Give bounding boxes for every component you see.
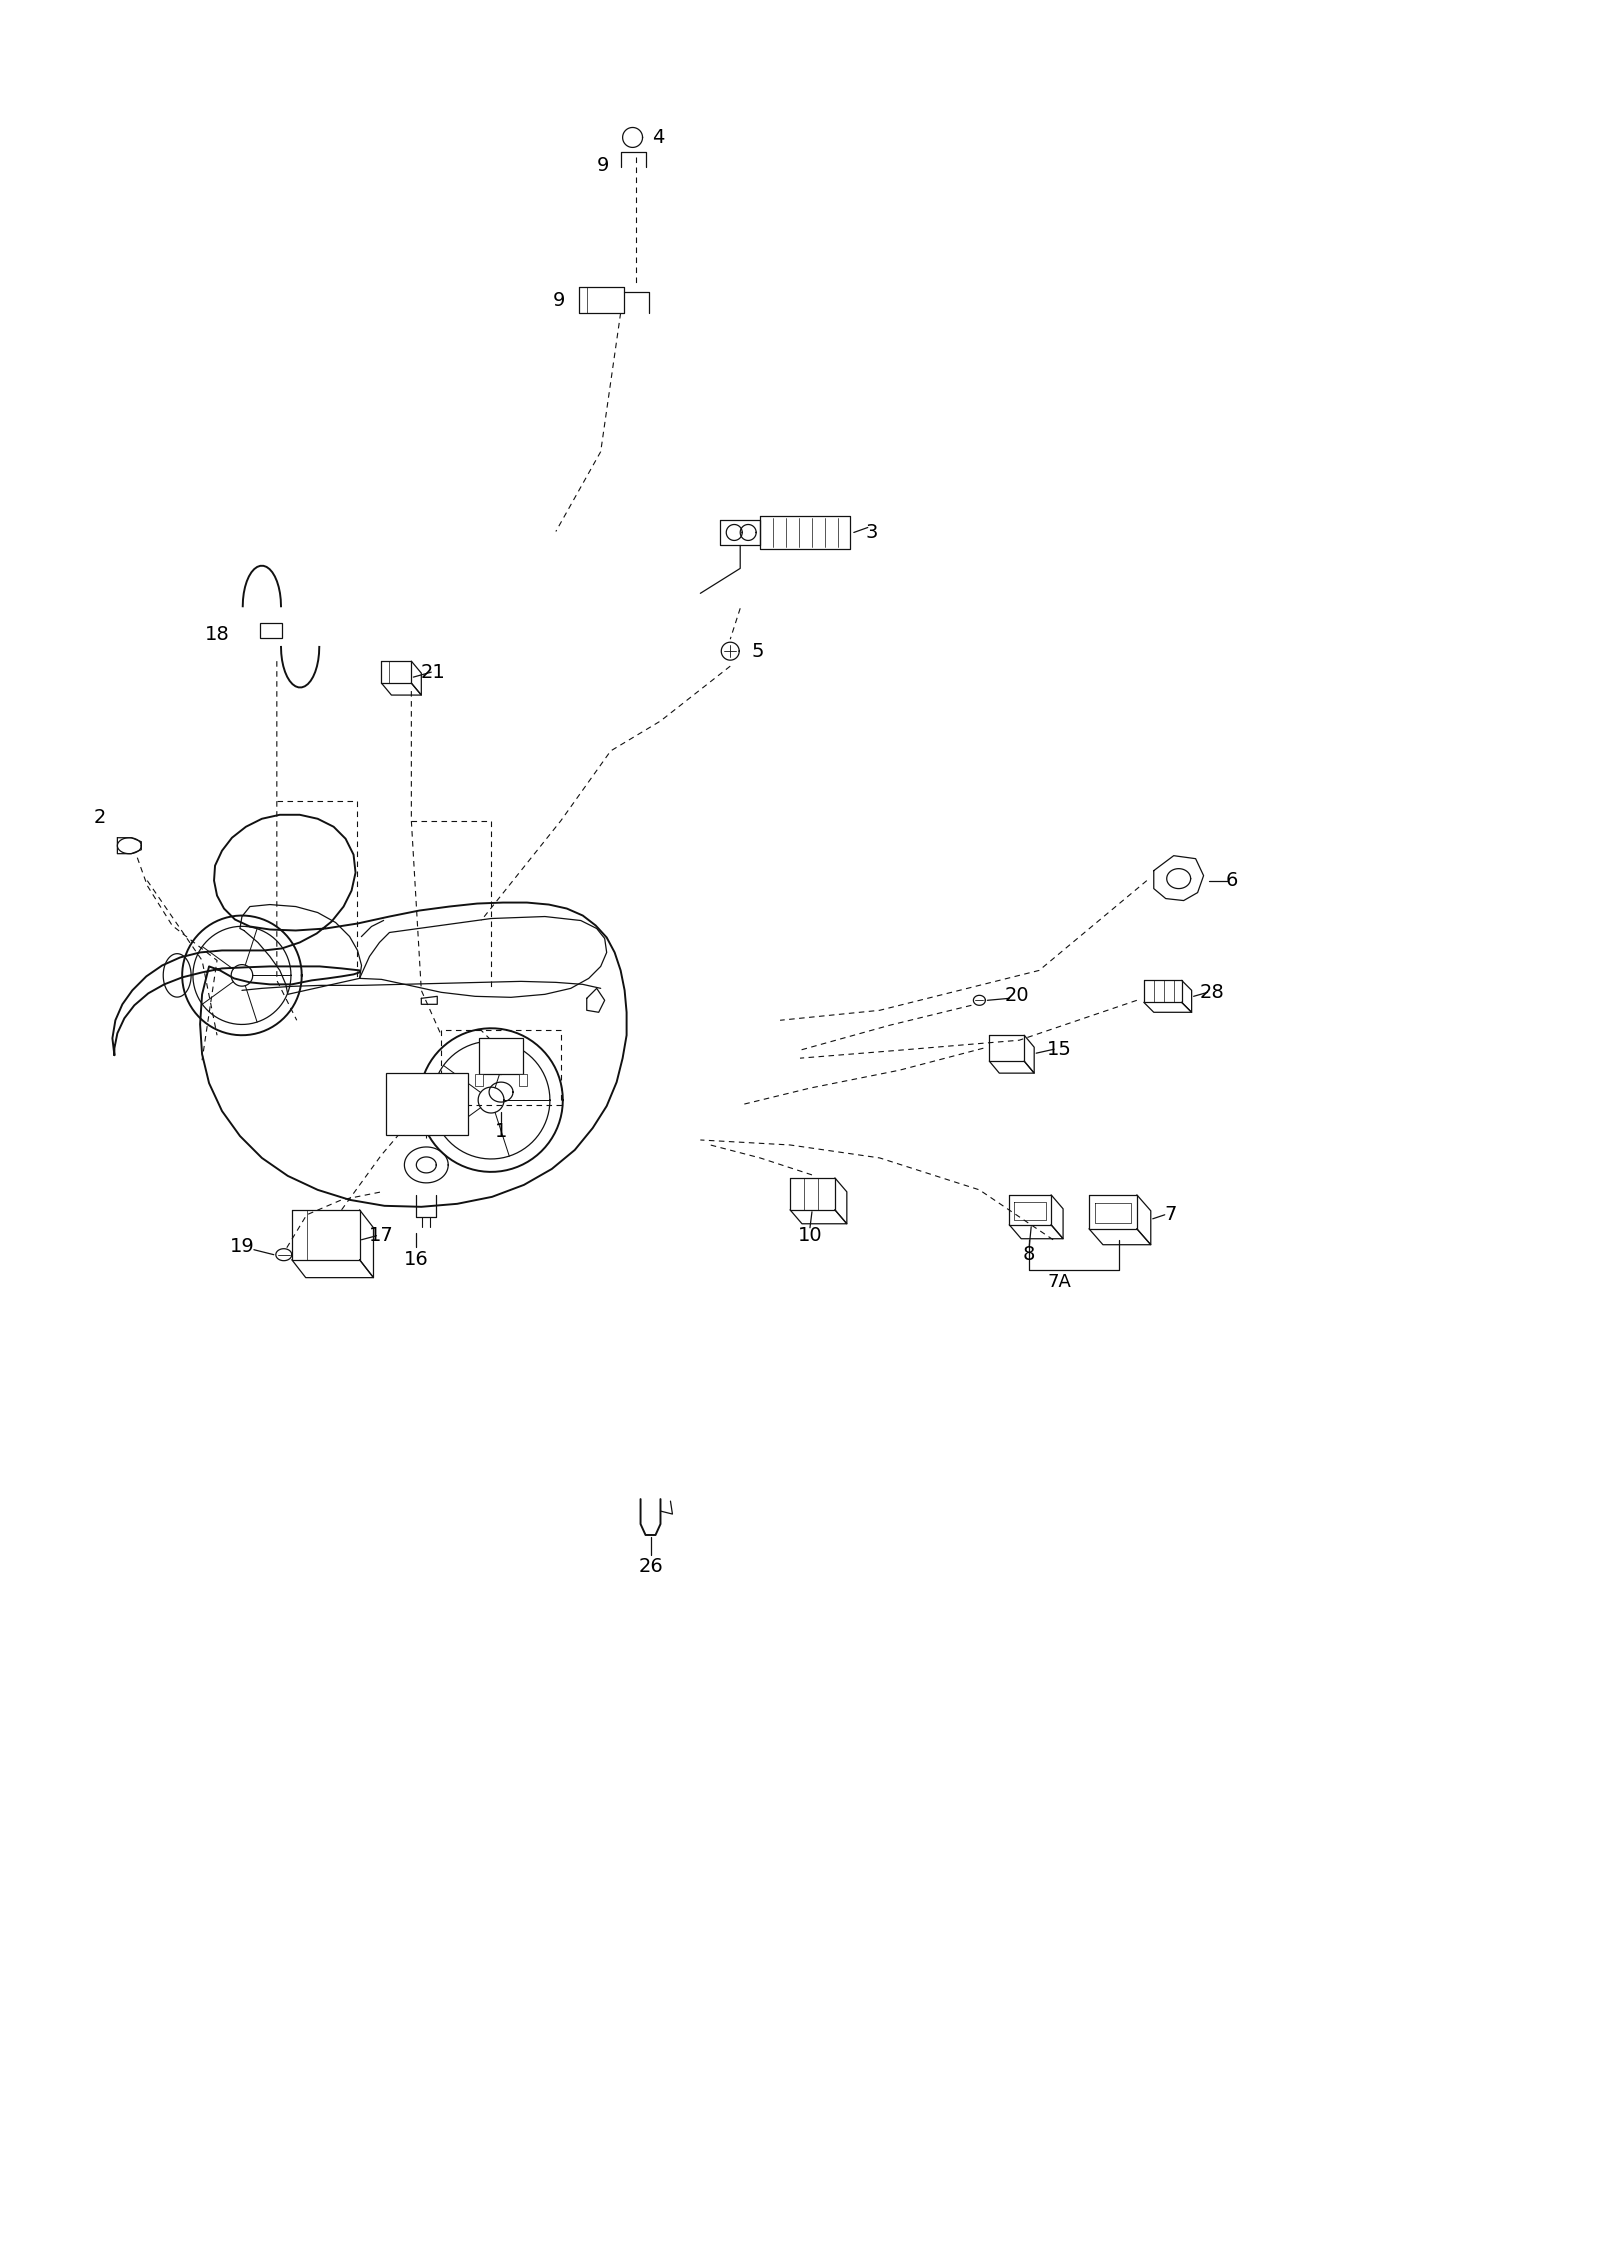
Text: 7: 7 <box>1165 1206 1178 1224</box>
Text: 19: 19 <box>229 1237 254 1255</box>
Text: 21: 21 <box>421 663 446 681</box>
Text: 15: 15 <box>1046 1041 1072 1059</box>
Text: 4: 4 <box>653 129 664 147</box>
FancyBboxPatch shape <box>259 624 282 638</box>
FancyBboxPatch shape <box>478 1038 523 1074</box>
Text: 20: 20 <box>1005 986 1029 1004</box>
Text: 16: 16 <box>403 1251 429 1269</box>
Text: 8: 8 <box>1022 1244 1035 1264</box>
Text: 18: 18 <box>205 624 229 645</box>
Text: 3: 3 <box>866 523 878 543</box>
FancyBboxPatch shape <box>387 1072 469 1136</box>
Text: 28: 28 <box>1198 984 1224 1002</box>
Text: 9: 9 <box>552 290 565 310</box>
Text: 17: 17 <box>370 1226 394 1246</box>
Text: 2: 2 <box>93 808 106 828</box>
Text: 6: 6 <box>1226 871 1238 891</box>
Text: 26: 26 <box>638 1559 662 1577</box>
Text: 5: 5 <box>752 642 765 661</box>
Text: 9: 9 <box>597 156 610 174</box>
Text: 1: 1 <box>494 1122 507 1142</box>
Text: 10: 10 <box>798 1226 822 1246</box>
Text: 7A: 7A <box>1046 1274 1070 1292</box>
FancyBboxPatch shape <box>518 1074 526 1086</box>
FancyBboxPatch shape <box>475 1074 483 1086</box>
